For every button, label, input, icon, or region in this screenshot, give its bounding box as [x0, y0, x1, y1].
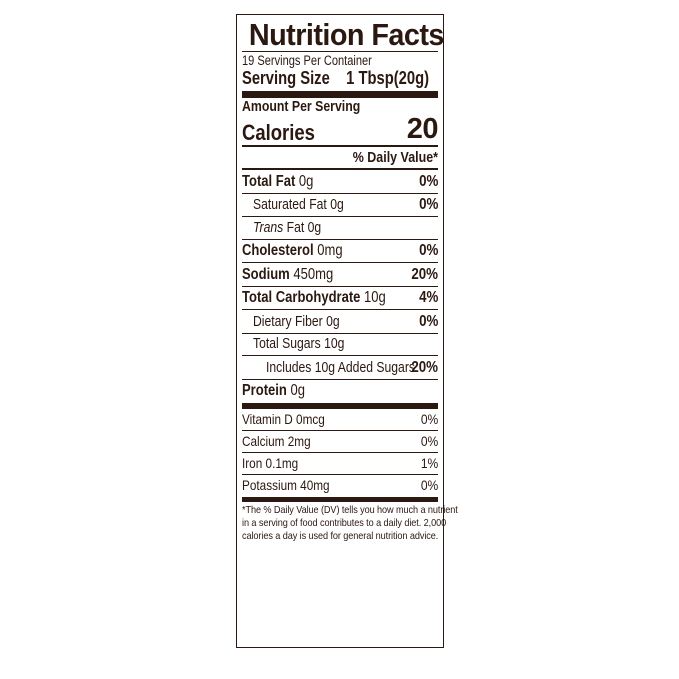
calories-value: 20 [406, 113, 439, 146]
row-divider [242, 192, 438, 194]
nutrient-amount: 450mg [293, 265, 334, 283]
vitamin-dv: 0% [420, 477, 438, 494]
nutrient-name: Trans [253, 219, 284, 236]
serving-size-amount: 1 Tbsp(20g) [346, 68, 430, 89]
footnote-thick-divider [242, 496, 438, 503]
nutrient-amount: 0g [326, 313, 340, 330]
nutrient-row-sodium: Sodium 450mg 20% [242, 263, 438, 286]
nutrient-dv: 20% [411, 358, 438, 376]
nutrient-name: Cholesterol [242, 242, 314, 260]
row-divider [242, 285, 438, 287]
nutrient-row-total-carbohydrate: Total Carbohydrate 10g 4% [242, 287, 438, 310]
nutrient-name: Sodium [242, 265, 290, 283]
footnote-line: calories a day is used for general nutri… [242, 530, 439, 542]
vitamin-dv: 1% [420, 455, 438, 472]
nutrient-amount: 0g [298, 172, 314, 190]
nutrient-name: Saturated Fat [253, 197, 327, 214]
calories-divider [242, 145, 438, 148]
nutrient-name: Dietary Fiber [253, 313, 323, 330]
vitamin-name: Vitamin D 0mcg [242, 411, 325, 428]
amount-per-serving-label: Amount Per Serving [242, 97, 361, 115]
vitamin-row-calcium: Calcium 2mg 0% [242, 431, 438, 452]
nutrient-name: Includes 10g Added Sugars [266, 359, 415, 376]
vitamin-name: Potassium 40mg [242, 477, 330, 494]
row-divider [242, 473, 438, 475]
calories-row: Calories 20 [242, 113, 439, 146]
serving-size-label: Serving Size [242, 68, 330, 89]
title-divider [242, 51, 438, 52]
nutrient-amount: 0g [290, 382, 305, 400]
serving-size-row: Serving Size 1 Tbsp(20g) [242, 68, 438, 90]
vitamins-thick-divider [242, 403, 438, 409]
nutrient-name: Total Sugars [253, 336, 321, 353]
nutrient-row-protein: Protein 0g [242, 380, 438, 403]
daily-value-footnote: *The % Daily Value (DV) tells you how mu… [242, 502, 458, 543]
row-divider [242, 262, 438, 264]
servings-per-container: 19 Servings Per Container [242, 53, 372, 68]
row-divider [242, 355, 438, 357]
vitamin-dv: 0% [420, 433, 438, 450]
serving-size-thick-divider [242, 90, 438, 98]
nutrient-row-cholesterol: Cholesterol 0mg 0% [242, 240, 438, 263]
row-divider [242, 238, 438, 240]
row-divider [242, 309, 438, 311]
nutrient-row-trans-fat: Trans Fat 0g [242, 217, 438, 239]
nutrient-amount: 10g [364, 289, 386, 307]
nutrient-row-added-sugars: Includes 10g Added Sugars 20% [242, 356, 438, 379]
nutrient-dv: 0% [418, 172, 438, 190]
vitamin-name: Iron 0.1mg [242, 455, 299, 472]
row-divider [242, 451, 438, 453]
daily-value-header: % Daily Value* [352, 150, 438, 167]
row-divider [242, 216, 438, 218]
label-title: Nutrition Facts [248, 17, 445, 52]
nutrient-row-dietary-fiber: Dietary Fiber 0g 0% [242, 310, 438, 333]
footnote-line: in a serving of food contributes to a da… [242, 518, 447, 530]
nutrient-dv: 0% [418, 196, 438, 214]
nutrient-amount: 10g [324, 336, 345, 353]
daily-value-divider [242, 168, 438, 171]
nutrient-amount: Fat 0g [286, 219, 322, 236]
vitamin-row-vitamin-d: Vitamin D 0mcg 0% [242, 409, 438, 430]
footnote-line: *The % Daily Value (DV) tells you how mu… [242, 505, 458, 517]
nutrient-row-saturated-fat: Saturated Fat 0g 0% [242, 194, 438, 217]
nutrient-dv: 0% [418, 242, 438, 260]
vitamin-row-iron: Iron 0.1mg 1% [242, 453, 438, 474]
nutrient-dv: 4% [418, 289, 438, 307]
nutrient-name: Total Fat [242, 172, 296, 190]
vitamin-dv: 0% [420, 411, 438, 428]
vitamin-name: Calcium 2mg [242, 433, 311, 450]
nutrient-dv: 20% [411, 265, 438, 283]
calories-label: Calories [242, 120, 315, 146]
vitamin-row-potassium: Potassium 40mg 0% [242, 475, 438, 496]
row-divider [242, 378, 438, 380]
row-divider [242, 332, 438, 334]
nutrient-amount: 0mg [317, 242, 343, 260]
nutrient-row-total-sugars: Total Sugars 10g [242, 334, 438, 356]
nutrient-amount: 0g [330, 197, 344, 214]
nutrient-row-total-fat: Total Fat 0g 0% [242, 170, 438, 193]
nutrition-facts-label: Nutrition Facts 19 Servings Per Containe… [236, 14, 458, 648]
row-divider [242, 429, 438, 431]
nutrient-name: Total Carbohydrate [242, 289, 361, 307]
nutrient-name: Protein [242, 382, 287, 400]
nutrient-dv: 0% [418, 312, 438, 330]
